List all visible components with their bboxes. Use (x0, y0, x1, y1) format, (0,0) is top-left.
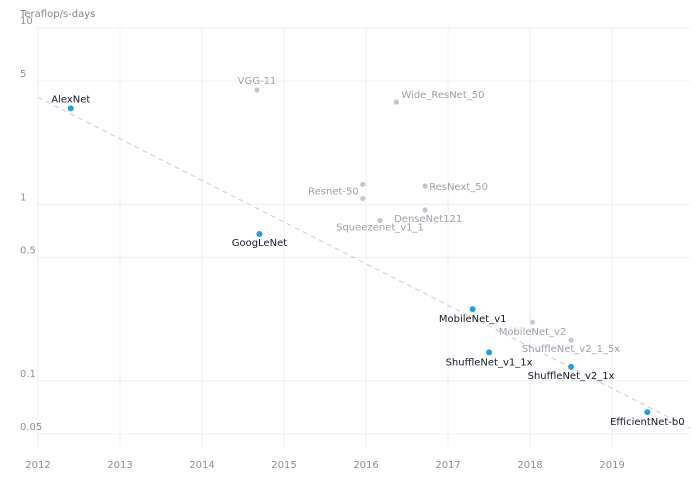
model-point (360, 195, 366, 202)
model-label: AlexNet (51, 94, 90, 105)
model-label: EfficientNet-b0 (610, 417, 685, 428)
model-label: Wide_ResNet_50 (401, 90, 484, 101)
highlighted-model-point (256, 230, 263, 237)
highlighted-model-point (469, 306, 476, 313)
model-point (377, 217, 383, 224)
model-point (568, 337, 574, 343)
y-tick-label: 10 (20, 16, 33, 27)
highlighted-model-point (486, 349, 493, 356)
y-tick-label: 0.05 (20, 422, 42, 433)
x-tick-label: 2017 (435, 460, 460, 471)
x-tick-label: 2012 (25, 460, 50, 471)
model-label: ShuffleNet_v1_1x (446, 357, 533, 368)
model-label: DenseNet121 (394, 214, 462, 225)
x-tick-label: 2013 (107, 460, 132, 471)
y-tick-label: 0.5 (20, 246, 36, 257)
x-tick-label: 2019 (599, 460, 624, 471)
x-tick-label: 2015 (271, 460, 296, 471)
highlighted-model-point (67, 105, 74, 112)
y-tick-label: 5 (20, 69, 26, 80)
model-label: VGG-11 (238, 76, 277, 87)
highlighted-model-point (644, 409, 651, 416)
model-label: ResNext_50 (429, 182, 488, 193)
model-label: Resnet-50 (308, 186, 359, 197)
model-label: ShuffleNet_v2_1_5x (522, 344, 620, 355)
model-label: Squeezenet_v1_1 (336, 223, 424, 234)
model-point (422, 183, 428, 189)
y-axis-label: Teraflop/s-days (20, 9, 96, 20)
model-label: ShuffleNet_v2_1x (528, 371, 615, 382)
model-point (393, 99, 399, 105)
y-tick-label: 1 (20, 192, 26, 203)
model-label: GoogLeNet (232, 238, 288, 249)
model-point (360, 181, 366, 187)
x-tick-label: 2018 (517, 460, 542, 471)
model-point (422, 207, 428, 213)
trendline (37, 96, 691, 429)
model-point (529, 319, 536, 325)
model-label: MobileNet_v1 (439, 314, 507, 325)
model-point (254, 87, 260, 93)
y-tick-label: 0.1 (20, 369, 36, 380)
model-label: MobileNet_v2 (499, 327, 567, 338)
highlighted-model-point (568, 363, 575, 370)
x-tick-label: 2016 (353, 460, 378, 471)
x-tick-label: 2014 (189, 460, 214, 471)
